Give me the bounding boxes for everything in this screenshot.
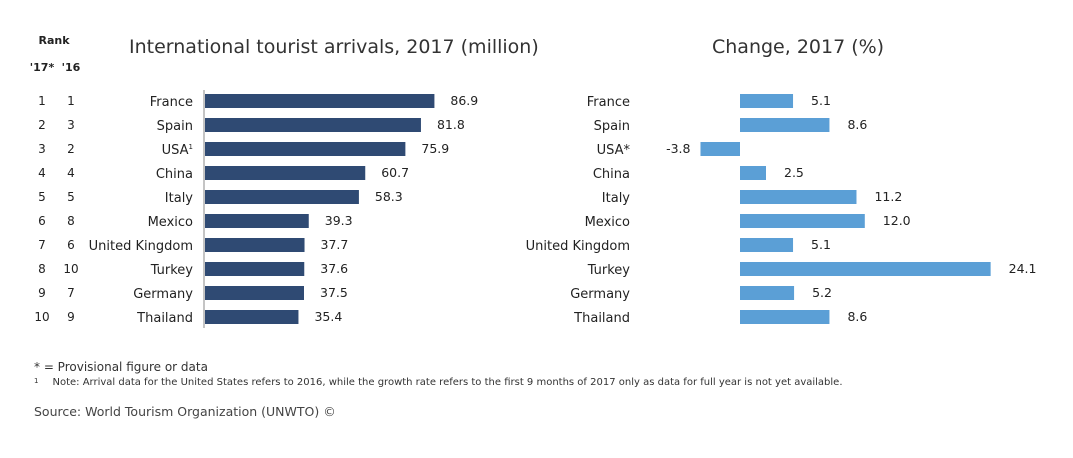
rank-2016: 9 xyxy=(67,310,75,324)
rank-2017: 1 xyxy=(38,94,46,108)
rank-2016: 8 xyxy=(67,214,75,228)
change-category-label: United Kingdom xyxy=(526,239,630,254)
change-category-label: France xyxy=(587,95,630,110)
change-bar xyxy=(740,94,794,108)
rank-2016: 7 xyxy=(67,286,75,300)
arrivals-bar xyxy=(205,286,304,300)
change-value-label: 8.6 xyxy=(847,309,867,324)
arrivals-bar xyxy=(205,142,406,156)
change-value-label: 12.0 xyxy=(883,213,911,228)
rank-2016: 10 xyxy=(63,262,78,276)
arrivals-category-label: USA1 xyxy=(162,143,193,158)
change-category-label: Germany xyxy=(570,287,630,302)
arrivals-value-label: 86.9 xyxy=(450,93,478,108)
rank-2017: 3 xyxy=(38,142,46,156)
note-marker: 1 xyxy=(34,377,39,385)
change-value-label: 5.2 xyxy=(812,285,832,300)
change-value-label: 11.2 xyxy=(874,189,902,204)
arrivals-value-label: 58.3 xyxy=(375,189,403,204)
change-category-label: Thailand xyxy=(573,311,630,326)
arrivals-value-label: 39.3 xyxy=(325,213,353,228)
change-value-label: 5.1 xyxy=(811,237,831,252)
arrivals-value-label: 75.9 xyxy=(421,141,449,156)
arrivals-value-label: 60.7 xyxy=(381,165,409,180)
rank-2017: 4 xyxy=(38,166,46,180)
rank-2017: 8 xyxy=(38,262,46,276)
rank-2016: 4 xyxy=(67,166,75,180)
change-value-label: 5.1 xyxy=(811,93,831,108)
arrivals-bar xyxy=(205,118,421,132)
arrivals-bar xyxy=(205,238,305,252)
rank-header-2017: '17* xyxy=(30,61,55,74)
change-category-label: Italy xyxy=(602,191,631,206)
arrivals-category-label: France xyxy=(150,95,193,110)
arrivals-bar xyxy=(205,94,435,108)
rank-2016: 2 xyxy=(67,142,75,156)
note-footnote: 1 Note: Arrival data for the United State… xyxy=(34,377,843,388)
arrivals-value-label: 35.4 xyxy=(314,309,342,324)
arrivals-bar xyxy=(205,190,359,204)
arrivals-category-label: Mexico xyxy=(148,215,193,230)
arrivals-value-label: 37.6 xyxy=(320,261,348,276)
arrivals-bar xyxy=(205,262,305,276)
arrivals-bar xyxy=(205,310,299,324)
arrivals-category-label: China xyxy=(156,167,193,182)
change-category-label: Turkey xyxy=(587,263,631,278)
rank-2016: 6 xyxy=(67,238,75,252)
change-category-label: Spain xyxy=(594,119,630,134)
source-text: Source: World Tourism Organization (UNWT… xyxy=(34,404,336,419)
change-bar xyxy=(740,118,830,132)
provisional-footnote: * = Provisional figure or data xyxy=(34,360,208,374)
arrivals-value-label: 37.7 xyxy=(321,237,349,252)
change-value-label: 2.5 xyxy=(784,165,804,180)
rank-2016: 5 xyxy=(67,190,75,204)
rank-2017: 5 xyxy=(38,190,46,204)
change-bar xyxy=(740,166,766,180)
rank-header: Rank xyxy=(38,34,70,47)
change-bar xyxy=(740,238,794,252)
rank-2017: 6 xyxy=(38,214,46,228)
rank-2016: 3 xyxy=(67,118,75,132)
rank-2017: 9 xyxy=(38,286,46,300)
arrivals-chart-title: International tourist arrivals, 2017 (mi… xyxy=(129,36,539,58)
change-value-label: -3.8 xyxy=(666,141,690,156)
change-bar xyxy=(740,214,865,228)
arrivals-bar xyxy=(205,166,366,180)
change-bar xyxy=(700,142,740,156)
rank-2017: 10 xyxy=(34,310,49,324)
change-category-label: Mexico xyxy=(585,215,630,230)
change-category-label: USA* xyxy=(597,143,631,158)
arrivals-category-label: Thailand xyxy=(136,311,193,326)
arrivals-value-label: 37.5 xyxy=(320,285,348,300)
change-bar xyxy=(740,286,795,300)
note-text: Note: Arrival data for the United States… xyxy=(52,377,843,388)
arrivals-category-label: Germany xyxy=(133,287,193,302)
rank-2017: 7 xyxy=(38,238,46,252)
arrivals-bar xyxy=(205,214,309,228)
change-category-label: China xyxy=(593,167,630,182)
change-value-label: 8.6 xyxy=(847,117,867,132)
rank-header-2016: '16 xyxy=(62,61,81,74)
arrivals-category-label: Spain xyxy=(157,119,193,134)
change-chart-title: Change, 2017 (%) xyxy=(712,36,884,58)
arrivals-category-label: Turkey xyxy=(150,263,194,278)
change-bar xyxy=(740,190,857,204)
change-bar xyxy=(740,310,830,324)
arrivals-category-label: Italy xyxy=(165,191,194,206)
rank-2016: 1 xyxy=(67,94,75,108)
change-value-label: 24.1 xyxy=(1009,261,1037,276)
arrivals-value-label: 81.8 xyxy=(437,117,465,132)
arrivals-category-label: United Kingdom xyxy=(89,239,193,254)
change-bar xyxy=(740,262,991,276)
rank-2017: 2 xyxy=(38,118,46,132)
